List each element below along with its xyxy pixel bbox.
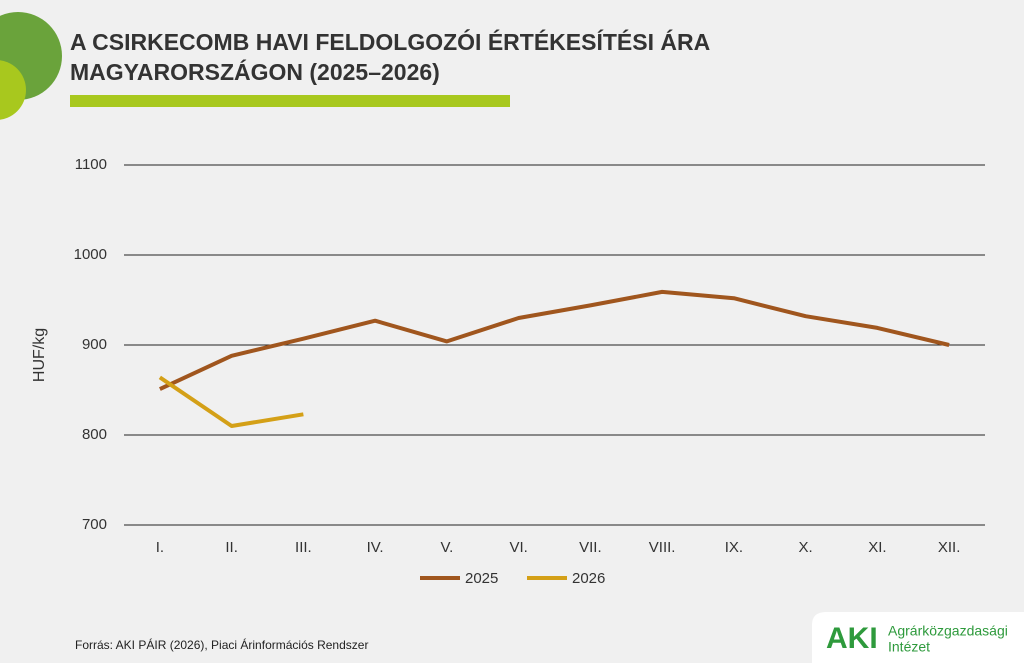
- title-underline: [70, 95, 510, 107]
- x-tick-label: II.: [225, 539, 238, 556]
- x-tick-label: XII.: [938, 539, 961, 556]
- logo-mark: AKI: [826, 622, 878, 655]
- y-tick-label: 1100: [75, 156, 107, 173]
- x-tick-label: XI.: [868, 539, 886, 556]
- source: Forrás: AKI PÁIR (2026), Piaci Árinformá…: [75, 637, 368, 652]
- legend-label: 2026: [572, 570, 605, 587]
- y-tick-label: 1000: [74, 246, 107, 263]
- logo-text: Agrárközgazdasági: [888, 623, 1008, 639]
- logo-text: Intézet: [888, 639, 930, 655]
- line-series: [158, 375, 304, 428]
- x-tick-label: IX.: [725, 539, 743, 556]
- x-tick-label: V.: [440, 539, 453, 556]
- x-tick-label: VIII.: [649, 539, 676, 556]
- chart-title: A CSIRKECOMB HAVI FELDOLGOZÓI ÉRTÉKESÍTÉ…: [70, 28, 710, 55]
- logo-box: [812, 612, 1024, 663]
- chart-title: MAGYARORSZÁGON (2025–2026): [70, 58, 440, 85]
- x-tick-label: X.: [799, 539, 813, 556]
- x-tick-label: VI.: [509, 539, 527, 556]
- line-series: [159, 289, 950, 391]
- y-axis-label: HUF/kg: [31, 328, 48, 382]
- x-tick-label: VII.: [579, 539, 602, 556]
- x-tick-label: I.: [156, 539, 164, 556]
- y-tick-label: 900: [82, 336, 107, 353]
- y-tick-label: 700: [82, 516, 107, 533]
- y-tick-label: 800: [82, 426, 107, 443]
- legend-label: 2025: [465, 570, 498, 587]
- x-tick-label: III.: [295, 539, 312, 556]
- x-tick-label: IV.: [367, 539, 384, 556]
- decor-circle: [0, 60, 26, 120]
